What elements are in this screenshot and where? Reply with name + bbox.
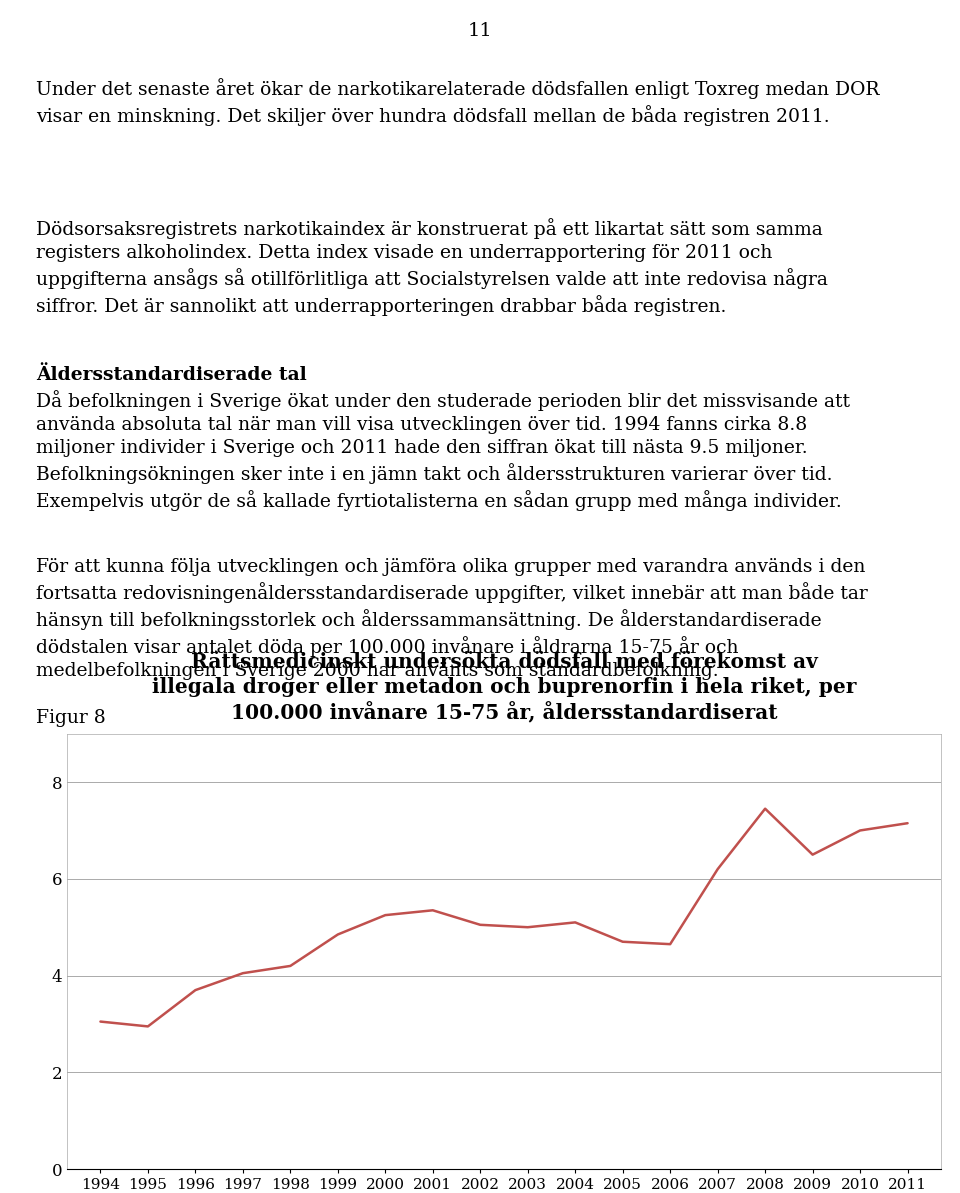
Text: För att kunna följa utvecklingen och jämföra olika grupper med varandra används : För att kunna följa utvecklingen och jäm… xyxy=(36,558,868,680)
Text: 11: 11 xyxy=(468,23,492,41)
Text: Dödsorsaksregistrets narkotikaindex är konstruerat på ett likartat sätt som samm: Dödsorsaksregistrets narkotikaindex är k… xyxy=(36,218,828,316)
Title: Rättsmedicinskt undersökta dödsfall med förekomst av
illegala droger eller metad: Rättsmedicinskt undersökta dödsfall med … xyxy=(152,653,856,724)
Text: Då befolkningen i Sverige ökat under den studerade perioden blir det missvisande: Då befolkningen i Sverige ökat under den… xyxy=(36,390,851,511)
Text: Under det senaste året ökar de narkotikarelaterade dödsfallen enligt Toxreg meda: Under det senaste året ökar de narkotika… xyxy=(36,78,880,125)
Text: Figur 8: Figur 8 xyxy=(36,709,107,727)
Text: Äldersstandardiserade tal: Äldersstandardiserade tal xyxy=(36,366,307,384)
